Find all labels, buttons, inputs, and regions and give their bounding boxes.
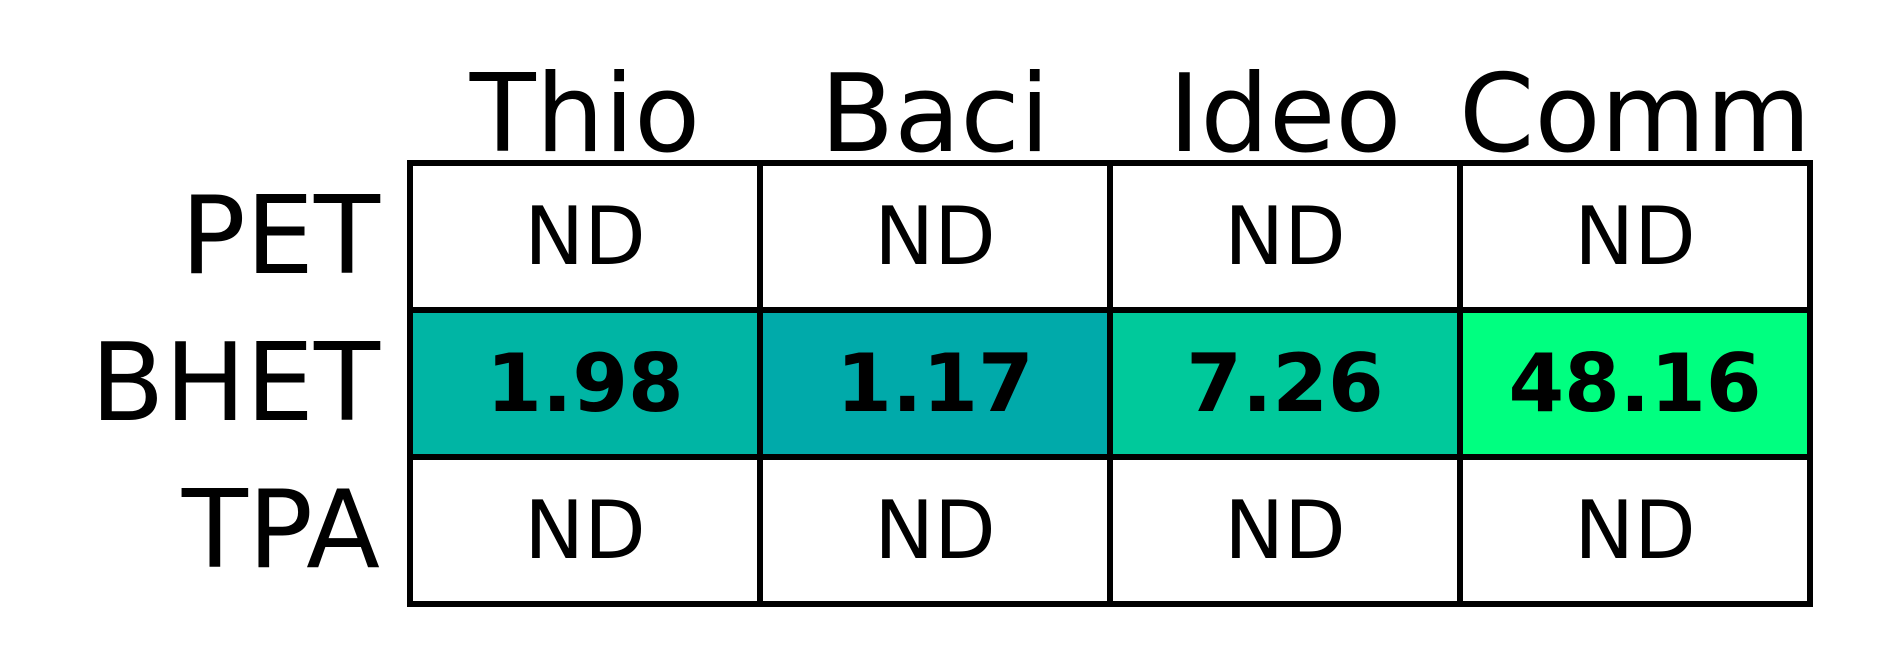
heatmap-cell-pet-comm: [1457, 160, 1813, 313]
cell-label-tpa-thio: ND: [524, 484, 645, 577]
row-label-pet: PET: [181, 174, 381, 299]
cell-label-bhet-thio: 1.98: [486, 337, 683, 430]
cell-label-pet-thio: ND: [524, 190, 645, 283]
column-labels: Thio Baci Ideo Comm: [469, 52, 1811, 177]
column-label-baci: Baci: [820, 52, 1050, 177]
row-label-tpa: TPA: [181, 468, 380, 593]
cell-label-tpa-baci: ND: [874, 484, 995, 577]
cell-label-bhet-baci: 1.17: [836, 337, 1033, 430]
heatmap-cells: ND ND ND ND 1.98 1.17 7.26 48.16 ND ND ND ND: [407, 160, 1813, 607]
cell-label-tpa-ideo: ND: [1224, 484, 1345, 577]
heatmap-cell-pet-baci: [757, 160, 1113, 313]
heatmap-cell-tpa-baci: [757, 454, 1113, 607]
column-label-ideo: Ideo: [1169, 52, 1402, 177]
heatmap-cell-tpa-thio: [407, 454, 763, 607]
heatmap-cell-tpa-comm: [1457, 454, 1813, 607]
cell-label-bhet-ideo: 7.26: [1186, 337, 1383, 430]
row-labels: PET BHET TPA: [90, 174, 381, 593]
heatmap-cell-bhet-baci: [757, 307, 1113, 460]
cell-label-tpa-comm: ND: [1574, 484, 1695, 577]
cell-label-bhet-comm: 48.16: [1508, 337, 1761, 430]
cell-label-pet-baci: ND: [874, 190, 995, 283]
cell-label-pet-ideo: ND: [1224, 190, 1345, 283]
heatmap-cell-bhet-comm: [1457, 307, 1813, 460]
heatmap-cell-pet-thio: [407, 160, 763, 313]
row-label-bhet: BHET: [90, 321, 381, 446]
column-label-thio: Thio: [469, 52, 701, 177]
cell-label-pet-comm: ND: [1574, 190, 1695, 283]
column-label-comm: Comm: [1459, 52, 1811, 177]
